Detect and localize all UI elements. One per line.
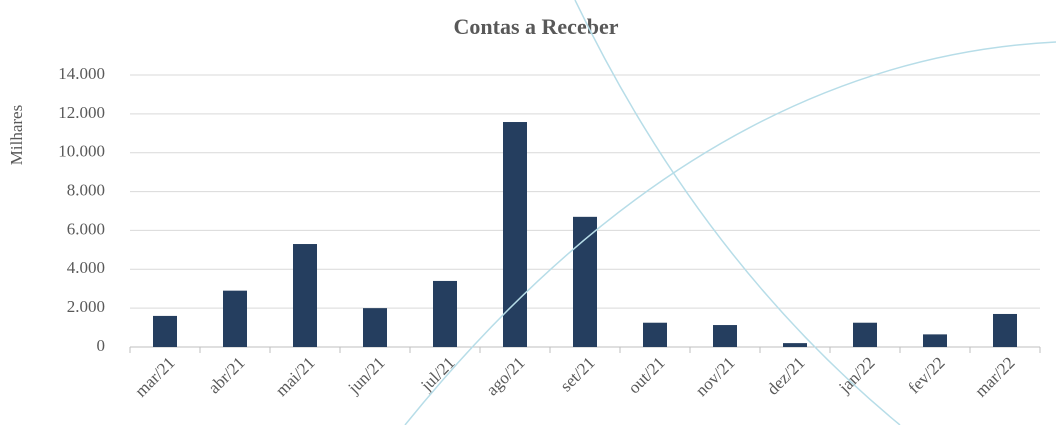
bar	[153, 315, 177, 347]
y-tick-label: 6.000	[67, 219, 105, 238]
y-tick-label: 2.000	[67, 297, 105, 316]
bar	[923, 334, 947, 347]
bar	[433, 280, 457, 347]
y-tick-label: 4.000	[67, 258, 105, 277]
x-tick-label: mai/21	[272, 353, 319, 400]
decor-curve	[574, 0, 901, 426]
plot-area: 0 2.000 4.000 6.000 8.000 10.000 12.000 14.000 m…	[58, 64, 1041, 401]
x-tick-label: ago/21	[482, 353, 528, 399]
y-axis-label: Milhares	[7, 105, 26, 165]
y-tick-label: 10.000	[58, 142, 105, 161]
chart-title: Contas a Receber	[454, 14, 619, 39]
x-tick-label: set/21	[556, 353, 598, 395]
y-tick-label: 0	[97, 336, 106, 355]
x-tick-label: dez/21	[763, 353, 808, 398]
x-tick-label: jun/21	[344, 353, 389, 398]
x-tick-label: mar/21	[131, 353, 178, 400]
x-tick-label: abr/21	[204, 353, 248, 397]
y-tick-label: 12.000	[58, 103, 105, 122]
y-tick-label: 8.000	[67, 180, 105, 199]
bar	[993, 313, 1017, 347]
bar	[783, 343, 807, 347]
bar	[573, 216, 597, 347]
x-tick-label: fev/22	[904, 353, 948, 397]
bar	[853, 322, 877, 347]
bar	[503, 122, 527, 347]
x-tick-label: nov/21	[692, 353, 739, 400]
x-tick-label: jan/22	[834, 353, 878, 397]
bar	[713, 325, 737, 347]
bar	[223, 290, 247, 347]
x-tick-label: jul/21	[416, 353, 458, 395]
x-tick-label: mar/22	[971, 353, 1018, 400]
bar	[643, 322, 667, 347]
y-tick-label: 14.000	[58, 64, 105, 83]
bar	[293, 244, 317, 347]
x-tick-label: out/21	[624, 353, 668, 397]
bar	[363, 308, 387, 347]
decor-curve	[404, 41, 1056, 426]
